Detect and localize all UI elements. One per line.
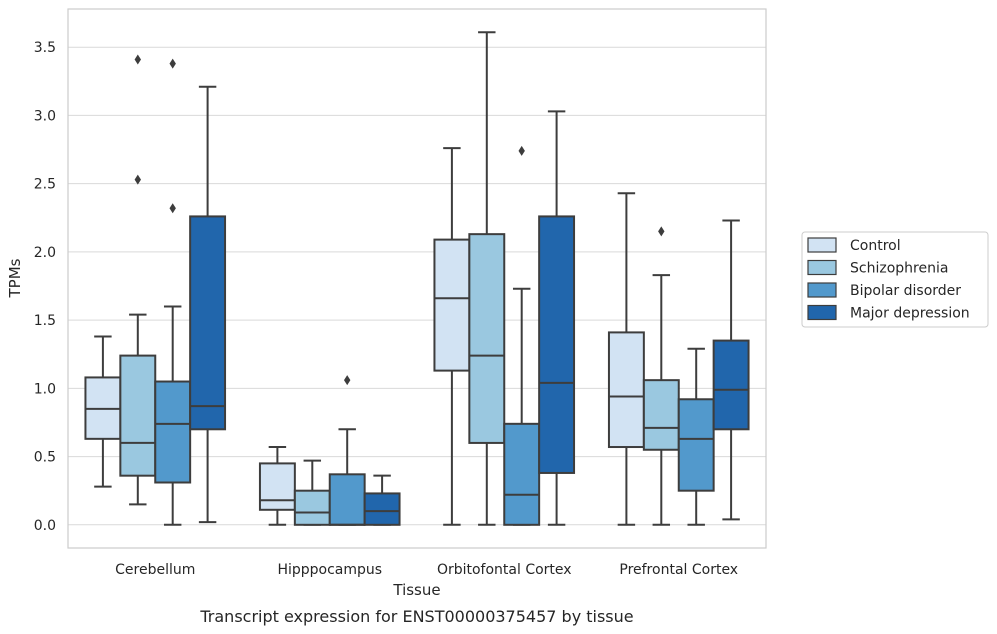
y-tick-labels: 0.0 0.5 1.0 1.5 2.0 2.5 3.0 3.5 bbox=[34, 40, 56, 534]
legend-swatch bbox=[807, 304, 837, 321]
x-tick-label: Cerebellum bbox=[115, 562, 195, 578]
outlier-point bbox=[134, 54, 141, 65]
box bbox=[468, 31, 506, 526]
box-iqr bbox=[503, 422, 541, 526]
box-iqr bbox=[433, 238, 471, 372]
box-iqr bbox=[468, 233, 506, 444]
x-tick-labels: Cerebellum Hipppocampus Orbitofontal Corte… bbox=[115, 562, 738, 578]
box bbox=[712, 219, 750, 521]
outlier-point bbox=[169, 58, 176, 69]
box-iqr bbox=[538, 215, 576, 474]
legend: Control Schizophrenia Bipolar disorder Majo… bbox=[801, 231, 989, 328]
box-iqr bbox=[189, 215, 227, 431]
y-axis-title: TPMs bbox=[6, 258, 24, 298]
box-iqr bbox=[293, 489, 331, 526]
legend-label: Bipolar disorder bbox=[850, 283, 961, 299]
x-tick-label: Prefrontal Cortex bbox=[619, 562, 738, 578]
box bbox=[293, 459, 331, 526]
box bbox=[677, 347, 715, 526]
box-iqr bbox=[712, 339, 750, 431]
plot-frame bbox=[67, 8, 767, 549]
box bbox=[642, 226, 680, 526]
boxes bbox=[84, 31, 750, 526]
legend-label: Schizophrenia bbox=[850, 261, 948, 277]
x-tick-label: Orbitofontal Cortex bbox=[437, 562, 572, 578]
x-tick-label: Hipppocampus bbox=[277, 562, 382, 578]
box bbox=[328, 375, 366, 526]
outlier-point bbox=[518, 145, 525, 156]
y-tick-label: 2.5 bbox=[34, 177, 56, 193]
box bbox=[258, 446, 296, 526]
box bbox=[363, 474, 401, 526]
figure-caption: Transcript expression for ENST0000037545… bbox=[199, 607, 633, 626]
box-iqr bbox=[154, 380, 192, 484]
box bbox=[119, 54, 157, 506]
y-tick-label: 3.5 bbox=[34, 40, 56, 56]
y-gridlines bbox=[68, 46, 766, 526]
outlier-point bbox=[344, 375, 351, 386]
y-tick-label: 3.0 bbox=[34, 108, 56, 124]
legend-frame bbox=[801, 231, 989, 328]
x-axis-title: Tissue bbox=[392, 581, 440, 599]
y-tick-label: 1.5 bbox=[34, 313, 56, 329]
y-tick-label: 2.0 bbox=[34, 245, 56, 261]
y-tick-label: 0.5 bbox=[34, 450, 56, 466]
box-iqr bbox=[607, 331, 645, 449]
legend-label: Control bbox=[850, 238, 901, 254]
box-iqr bbox=[677, 398, 715, 492]
box-iqr bbox=[363, 492, 401, 526]
box bbox=[538, 110, 576, 526]
box bbox=[154, 58, 192, 526]
box bbox=[433, 147, 471, 526]
outlier-point bbox=[169, 203, 176, 214]
outlier-point bbox=[658, 226, 665, 237]
outlier-point bbox=[134, 174, 141, 185]
plot-area bbox=[67, 8, 767, 549]
legend-swatch bbox=[807, 282, 837, 298]
y-tick-label: 0.0 bbox=[34, 518, 56, 534]
legend-swatch bbox=[807, 237, 837, 253]
box-iqr bbox=[258, 462, 296, 511]
y-tick-label: 1.0 bbox=[34, 381, 56, 397]
box-iqr bbox=[119, 354, 157, 477]
box-iqr bbox=[642, 379, 680, 451]
legend-label: Major depression bbox=[850, 306, 970, 322]
box bbox=[189, 85, 227, 524]
legend-swatch bbox=[807, 259, 837, 276]
box bbox=[503, 145, 541, 526]
box-iqr bbox=[328, 473, 366, 526]
